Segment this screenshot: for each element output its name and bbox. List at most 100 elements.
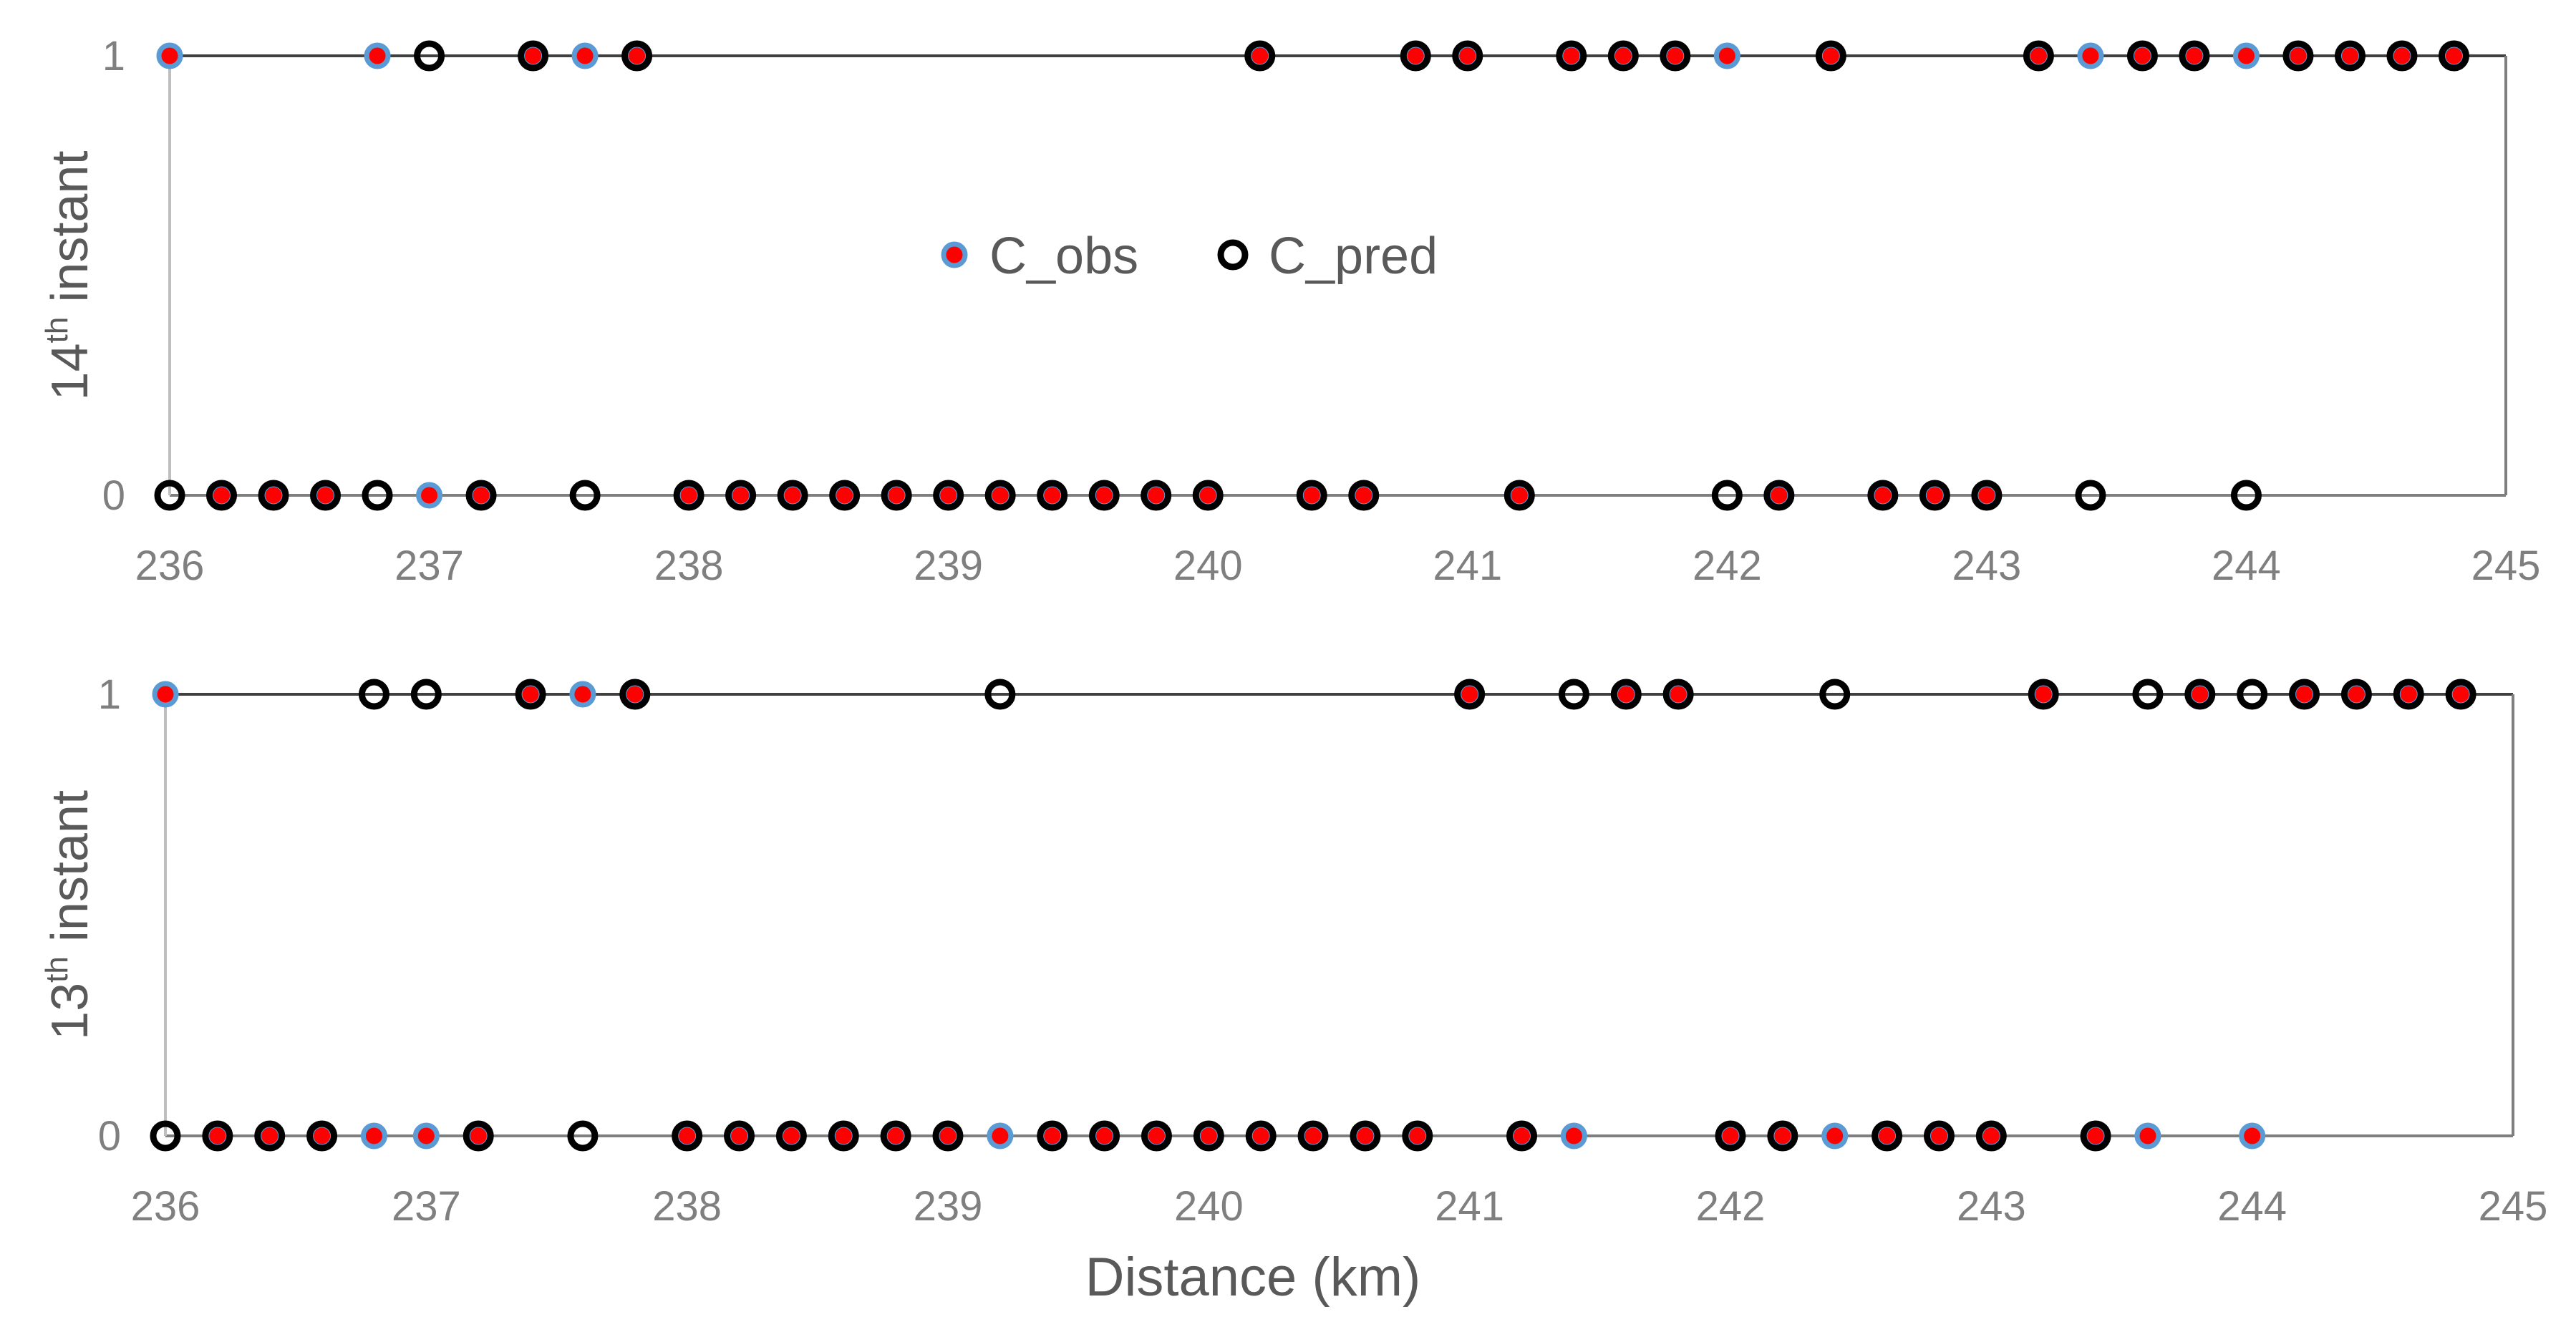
x-tick-label: 244 <box>2217 1183 2287 1230</box>
x-tick-label: 241 <box>1433 543 1502 589</box>
x-tick-label: 239 <box>914 543 983 589</box>
c-pred-point <box>206 480 238 511</box>
c-pred-point <box>673 480 704 511</box>
x-tick-label: 245 <box>2471 543 2541 589</box>
c-pred-point <box>1556 40 1587 72</box>
c-pred-point <box>2237 679 2268 710</box>
c-pred-point <box>567 1120 599 1152</box>
x-tick-label: 236 <box>131 1183 200 1230</box>
chart-panel-2: 236 237 238 239 240 241 242 243 244 245 0 1 13th ins… <box>39 671 2547 1308</box>
c-pred-point <box>1610 679 1642 710</box>
c-pred-point <box>2028 679 2059 710</box>
c-pred-point <box>933 480 964 511</box>
c-pred-point <box>1037 1120 1068 1152</box>
x-tick-label: 239 <box>914 1183 983 1230</box>
c-obs-point <box>571 42 599 69</box>
c-obs-point <box>1821 1122 1849 1149</box>
c-pred-point <box>1607 40 1639 72</box>
legend-c-obs-marker <box>941 241 968 268</box>
c-pred-point <box>154 480 185 511</box>
c-pred-point <box>725 480 757 511</box>
c-obs-point <box>2077 42 2104 69</box>
c-pred-point <box>1975 1120 2007 1152</box>
c-pred-point <box>1867 480 1899 511</box>
c-pred-point <box>2334 40 2366 72</box>
c-pred-point <box>1452 40 1483 72</box>
c-pred-point <box>414 40 445 72</box>
c-obs-point <box>1560 1122 1587 1149</box>
c-pred-point <box>2282 40 2314 72</box>
c-pred-point <box>1923 1120 1955 1152</box>
y-axis-title-word: instant <box>42 790 99 956</box>
c-pred-point <box>775 1120 807 1152</box>
y-axis-title: 14th instant <box>39 151 99 401</box>
c-pred-point <box>518 40 549 72</box>
c-pred-point <box>2080 1120 2111 1152</box>
x-tick-label: 242 <box>1696 1183 1766 1230</box>
y-axis-title-sup: th <box>39 317 74 344</box>
c-pred-point <box>1192 480 1224 511</box>
y-tick-label: 1 <box>98 671 121 718</box>
c-pred-point <box>2230 480 2262 511</box>
c-pred-point <box>1400 40 1431 72</box>
c-pred-point <box>2393 679 2424 710</box>
c-pred-point <box>362 480 393 511</box>
c-pred-point <box>1037 480 1068 511</box>
c-pred-point <box>2179 40 2210 72</box>
c-obs-point <box>2134 1122 2161 1149</box>
c-pred-point <box>410 679 442 710</box>
c-pred-point <box>2184 679 2216 710</box>
c-pred-point <box>724 1120 755 1152</box>
c-pred-point <box>672 1120 703 1152</box>
c-pred-point <box>1711 480 1743 511</box>
c-pred-point <box>463 1120 494 1152</box>
x-tick-label: 238 <box>654 543 724 589</box>
c-pred-point <box>1971 480 2003 511</box>
c-pred-point <box>310 480 342 511</box>
c-pred-point <box>1919 480 1950 511</box>
x-tick-label: 245 <box>2479 1183 2548 1230</box>
x-tick-label: 240 <box>1174 1183 1244 1230</box>
c-pred-point <box>1506 1120 1538 1152</box>
c-pred-point <box>777 480 808 511</box>
c-pred-point <box>1715 1120 1746 1152</box>
legend: C_obs C_pred <box>941 228 1438 285</box>
c-pred-point <box>2132 679 2164 710</box>
c-pred-point <box>1662 679 1694 710</box>
x-tick-label: 243 <box>1957 1183 2026 1230</box>
x-tick-label: 240 <box>1173 543 1243 589</box>
c-pred-point <box>1296 480 1327 511</box>
c-pred-point <box>1244 40 1276 72</box>
legend-c-pred-marker <box>1217 239 1249 271</box>
c-pred-point <box>2126 40 2158 72</box>
c-obs-point <box>569 681 596 708</box>
c-pred-point <box>1141 480 1172 511</box>
x-tick-label: 244 <box>2212 543 2281 589</box>
y-axis-title-word: instant <box>42 151 99 317</box>
c-pred-point <box>2438 40 2469 72</box>
c-pred-point <box>1558 679 1589 710</box>
legend-c-obs-label: C_obs <box>989 228 1138 285</box>
c-pred-point <box>2386 40 2418 72</box>
c-pred-point <box>619 679 651 710</box>
y-tick-label: 0 <box>102 472 125 519</box>
c-pred-point <box>621 40 653 72</box>
c-pred-point <box>2023 40 2054 72</box>
c-pred-point <box>306 1120 338 1152</box>
y-axis-title-number: 14 <box>42 343 99 400</box>
c-pred-point <box>358 679 389 710</box>
c-obs-point <box>1713 42 1740 69</box>
y-axis-title-number: 13 <box>42 983 99 1040</box>
x-tick-label: 238 <box>652 1183 722 1230</box>
x-tick-label: 242 <box>1693 543 1762 589</box>
c-pred-point <box>1767 1120 1798 1152</box>
c-obs-point <box>156 42 183 69</box>
c-pred-point <box>515 679 546 710</box>
c-pred-point <box>984 480 1016 511</box>
c-pred-point <box>1141 1120 1172 1152</box>
c-pred-point <box>1193 1120 1224 1152</box>
c-obs-point <box>2232 42 2260 69</box>
c-obs-point <box>416 482 443 509</box>
c-pred-point <box>1088 480 1120 511</box>
c-pred-point <box>1348 480 1380 511</box>
